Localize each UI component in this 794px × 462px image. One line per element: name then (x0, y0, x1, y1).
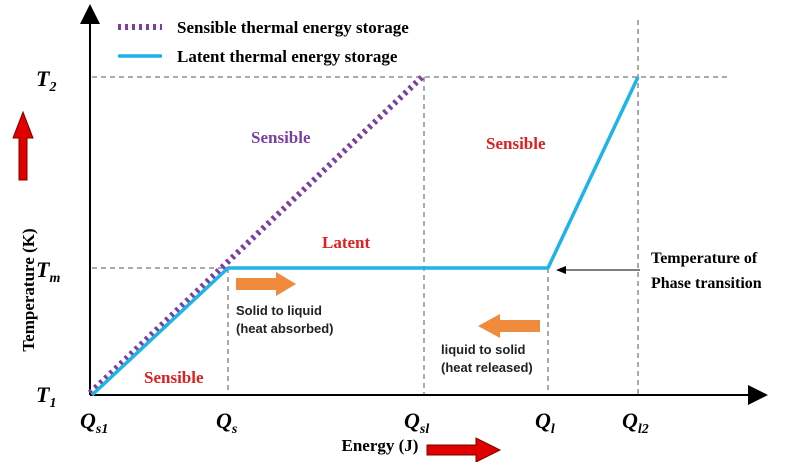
black-left-arrow-icon (556, 266, 640, 274)
tick-label-ql2: Ql2 (622, 408, 649, 437)
tick-label-qs1: Qs1 (80, 408, 108, 437)
reference-lines (92, 20, 730, 395)
legend: Sensible thermal energy storage Latent t… (118, 18, 409, 66)
legend-latent-label: Latent thermal energy storage (177, 47, 398, 66)
latent-label: Latent (322, 233, 371, 252)
red-right-arrow-icon (426, 437, 502, 462)
x-axis-label: Energy (J) (342, 436, 419, 455)
temperature-of-label: Temperature of (651, 250, 758, 267)
heat-released-label: (heat released) (441, 360, 533, 375)
y-axis-label: Temperature (K) (19, 228, 38, 351)
latent-storage-line (90, 76, 640, 397)
tick-label-qsl: Qsl (404, 408, 429, 437)
sensible-purple-label: Sensible (251, 128, 311, 147)
legend-sensible-label: Sensible thermal energy storage (177, 18, 409, 37)
tick-label-tm: Tm (36, 257, 60, 286)
tick-label-t2: T2 (36, 66, 56, 95)
liquid-to-solid-label: liquid to solid (441, 342, 526, 357)
orange-right-arrow-icon (236, 272, 296, 296)
sensible-storage-line (87, 74, 425, 396)
tick-label-ql: Ql (535, 408, 555, 437)
tick-label-qs: Qs (216, 408, 238, 437)
red-up-arrow-icon (12, 110, 34, 181)
sensible-right-label: Sensible (486, 134, 546, 153)
phase-transition-label: Phase transition (651, 275, 762, 292)
tick-label-t1: T1 (36, 382, 56, 411)
orange-left-arrow-icon (478, 314, 540, 338)
solid-to-liquid-label: Solid to liquid (236, 303, 322, 318)
heat-absorbed-label: (heat absorbed) (236, 321, 334, 336)
sensible-bottom-label: Sensible (144, 368, 204, 387)
